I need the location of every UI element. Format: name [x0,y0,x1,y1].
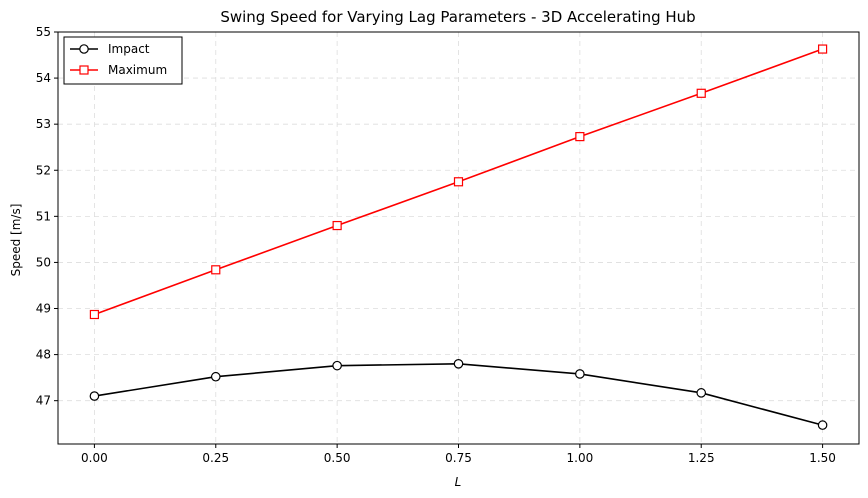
x-tick-label: 0.00 [81,451,108,465]
legend-marker [79,44,89,54]
axis-ticks: 0.00 0.25 0.50 0.75 1.00 1.25 1.50 47 48 49 50 51 52… [36,25,836,465]
data-point [89,391,100,401]
y-tick-label: 48 [36,348,51,362]
y-tick-label: 50 [36,255,51,269]
data-point [453,177,464,187]
x-tick-label: 0.50 [324,451,351,465]
data-point [210,371,221,382]
data-point [332,220,342,231]
y-tick-label: 55 [36,25,51,39]
data-point [696,388,707,398]
x-tick-label: 0.75 [445,451,472,465]
grid [58,31,859,444]
series-group [89,44,828,430]
data-point [817,44,828,54]
y-tick-label: 51 [36,209,51,223]
x-tick-label: 1.00 [567,451,594,465]
chart-title: Swing Speed for Varying Lag Parameters -… [220,8,695,26]
data-point [575,369,585,379]
legend: Impact Maximum [63,36,183,85]
x-tick-label: 1.25 [688,451,715,465]
series-impact [89,359,828,430]
x-tick-label: 1.50 [809,451,836,465]
y-tick-label: 53 [36,117,51,131]
y-tick-label: 52 [36,163,51,177]
data-point [817,420,828,430]
x-tick-label: 0.25 [202,451,229,465]
y-tick-label: 49 [36,302,51,316]
y-axis-label: Speed [m/s] [9,204,23,277]
legend-label: Maximum [108,63,167,77]
data-point [211,265,221,275]
x-axis-label: L [455,475,462,489]
legend-label: Impact [108,42,150,56]
data-point [89,309,100,320]
data-point [575,132,585,142]
data-point [696,88,706,98]
data-point [332,360,342,371]
data-point [453,359,464,369]
legend-marker [79,65,89,75]
y-tick-label: 47 [36,394,51,408]
y-tick-label: 54 [36,71,51,85]
series-maximum [89,44,828,320]
